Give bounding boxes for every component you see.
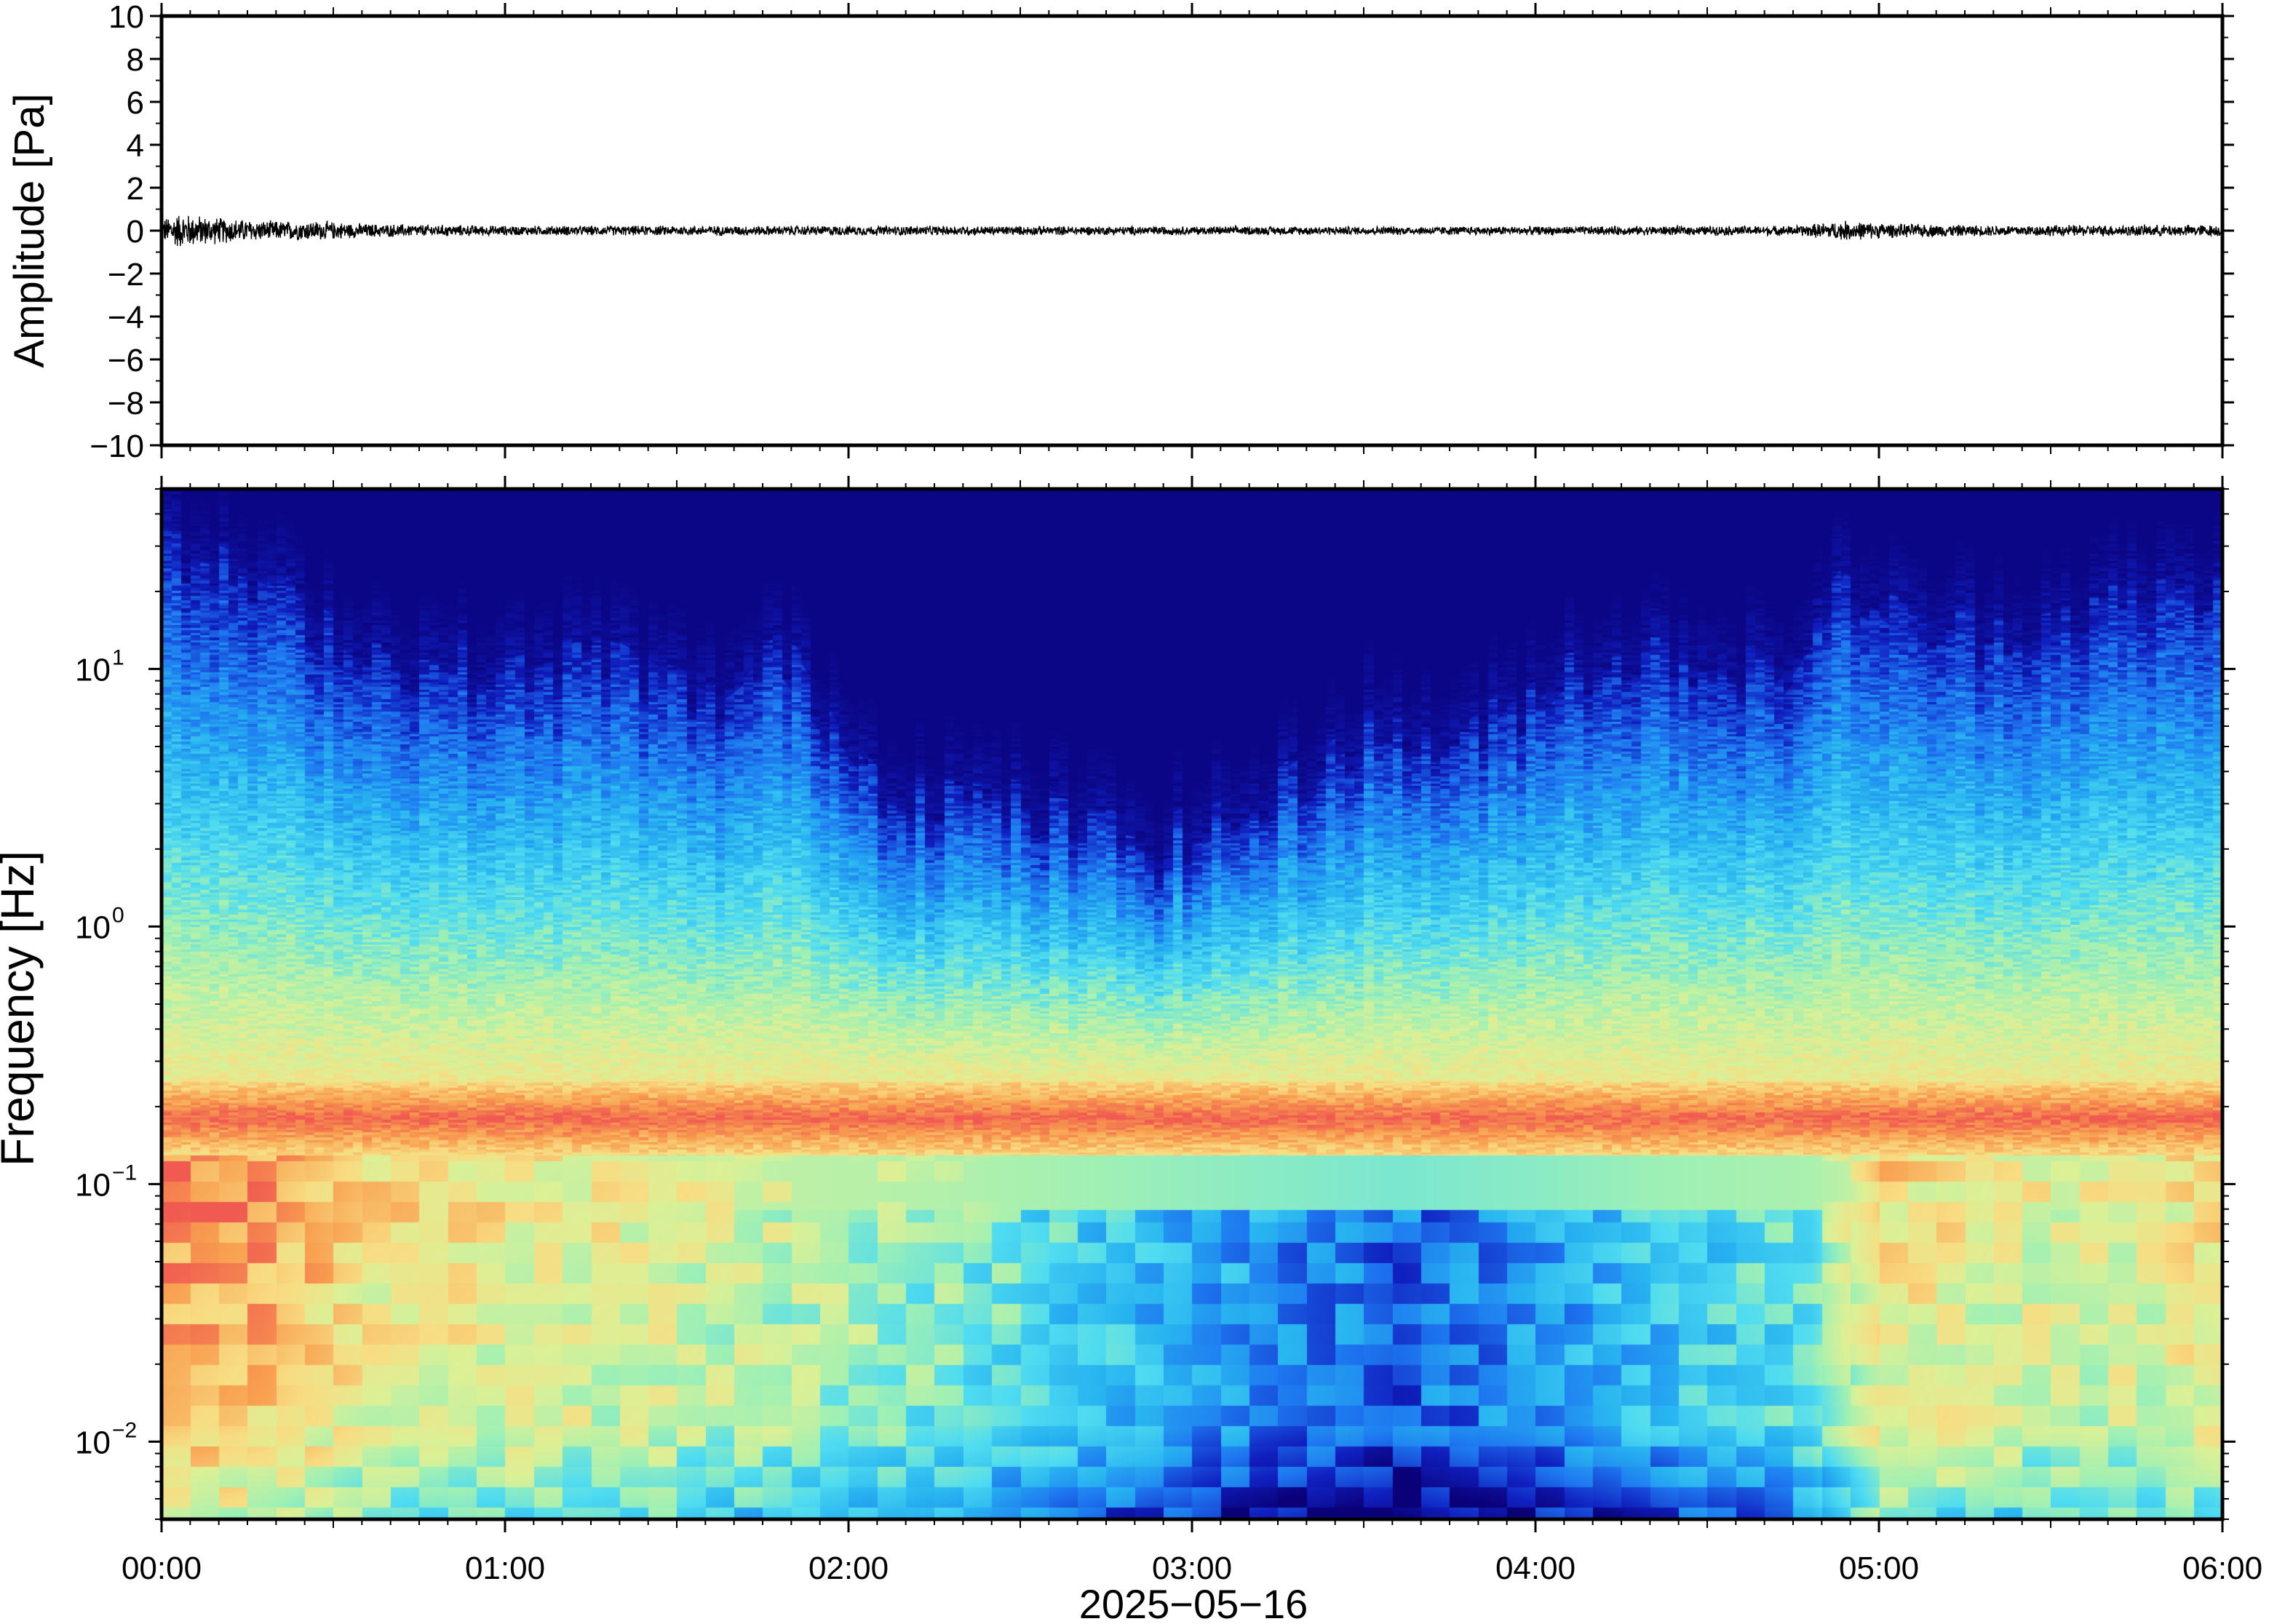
waveform-ytick-label: −10 <box>90 429 144 464</box>
waveform-ytick-label: −4 <box>108 300 144 335</box>
spectrogram-xtick-label: 04:00 <box>1495 1551 1575 1586</box>
spectrogram-ytick-exponent: −2 <box>112 1418 137 1442</box>
spectrogram-ytick-label: 10 <box>75 1425 111 1460</box>
spectrogram-ytick-label: 10 <box>75 652 111 688</box>
waveform-ytick-label: 0 <box>127 214 144 250</box>
spectrogram-ytick-exponent: 0 <box>112 903 124 927</box>
spectrogram-xlabel: 2025−05−16 <box>1079 1581 1308 1624</box>
waveform-ylabel: Amplitude [Pa] <box>6 93 53 367</box>
spectrogram-raster <box>162 489 2222 1519</box>
waveform-panel <box>159 14 2225 447</box>
waveform-ytick-label: 6 <box>127 85 144 121</box>
axis-ticks <box>148 3 2236 1532</box>
waveform-ytick-label: 8 <box>127 42 144 78</box>
spectrogram-ylabel: Frequency [Hz] <box>0 851 44 1166</box>
spectrogram-ytick-label: 10 <box>75 909 111 945</box>
spectrogram-xtick-label: 00:00 <box>122 1551 202 1586</box>
waveform-trace <box>161 215 2223 247</box>
waveform-ytick-label: 4 <box>127 128 144 164</box>
spectrogram-xtick-label: 05:00 <box>1839 1551 1919 1586</box>
waveform-ytick-label: −6 <box>108 343 144 378</box>
spectrogram-ytick-label: 10 <box>75 1167 111 1203</box>
spectrogram-ytick-exponent: 1 <box>112 645 124 669</box>
waveform-ytick-label: −8 <box>108 386 144 421</box>
spectrogram-xtick-label: 02:00 <box>808 1551 889 1586</box>
waveform-ytick-label: −2 <box>108 257 144 292</box>
spectrogram-xtick-label: 06:00 <box>2182 1551 2262 1586</box>
spectrogram-ytick-exponent: −1 <box>112 1161 137 1185</box>
waveform-ytick-label: 2 <box>127 171 144 207</box>
spectrogram-heatmap <box>162 489 2222 1519</box>
spectrogram-xtick-label: 01:00 <box>465 1551 545 1586</box>
spectrogram-xtick-label: 03:00 <box>1152 1551 1232 1586</box>
waveform-ytick-label: 10 <box>108 0 144 35</box>
